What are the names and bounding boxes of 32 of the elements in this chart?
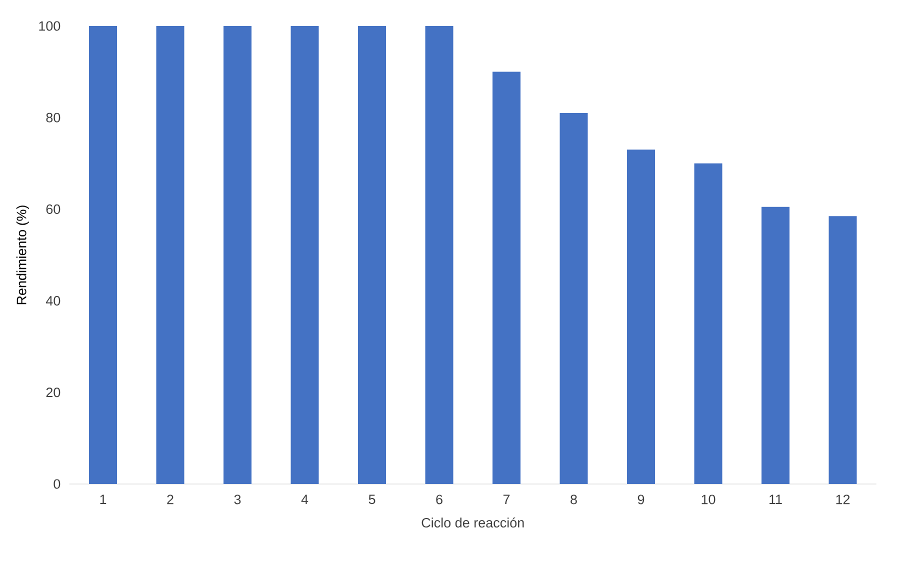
x-tick-label: 2 xyxy=(167,494,174,504)
y-tick-label: 0 xyxy=(54,479,60,489)
y-tick-label: 80 xyxy=(46,112,60,122)
bar xyxy=(560,113,588,484)
bar xyxy=(224,26,252,484)
bar xyxy=(358,26,386,484)
x-tick-label: 11 xyxy=(770,494,782,504)
x-tick-label: 1 xyxy=(100,494,106,504)
bar xyxy=(828,216,857,484)
y-tick-label: 20 xyxy=(46,388,60,398)
bar xyxy=(89,26,118,484)
y-tick-label: 100 xyxy=(39,21,60,31)
bar xyxy=(425,26,454,484)
bar xyxy=(694,163,722,484)
x-tick-label: 3 xyxy=(234,494,241,504)
bar xyxy=(492,72,521,484)
y-tick-label: 40 xyxy=(46,296,60,306)
x-tick-label: 8 xyxy=(570,494,577,504)
bar xyxy=(762,206,790,484)
bar xyxy=(156,26,184,484)
x-tick-label: 12 xyxy=(836,494,850,504)
x-tick-label: 7 xyxy=(503,494,510,504)
bar xyxy=(290,26,319,484)
x-tick-label: 6 xyxy=(436,494,442,504)
bar xyxy=(627,150,656,484)
x-tick-label: 4 xyxy=(301,494,308,504)
y-tick-label: 60 xyxy=(46,204,60,214)
x-axis-title: Ciclo de reacción xyxy=(422,517,524,528)
x-tick-label: 9 xyxy=(638,494,644,504)
x-tick-label: 10 xyxy=(702,494,716,504)
y-axis-title: Rendimiento (%) xyxy=(16,206,29,304)
x-tick-label: 5 xyxy=(368,494,376,504)
